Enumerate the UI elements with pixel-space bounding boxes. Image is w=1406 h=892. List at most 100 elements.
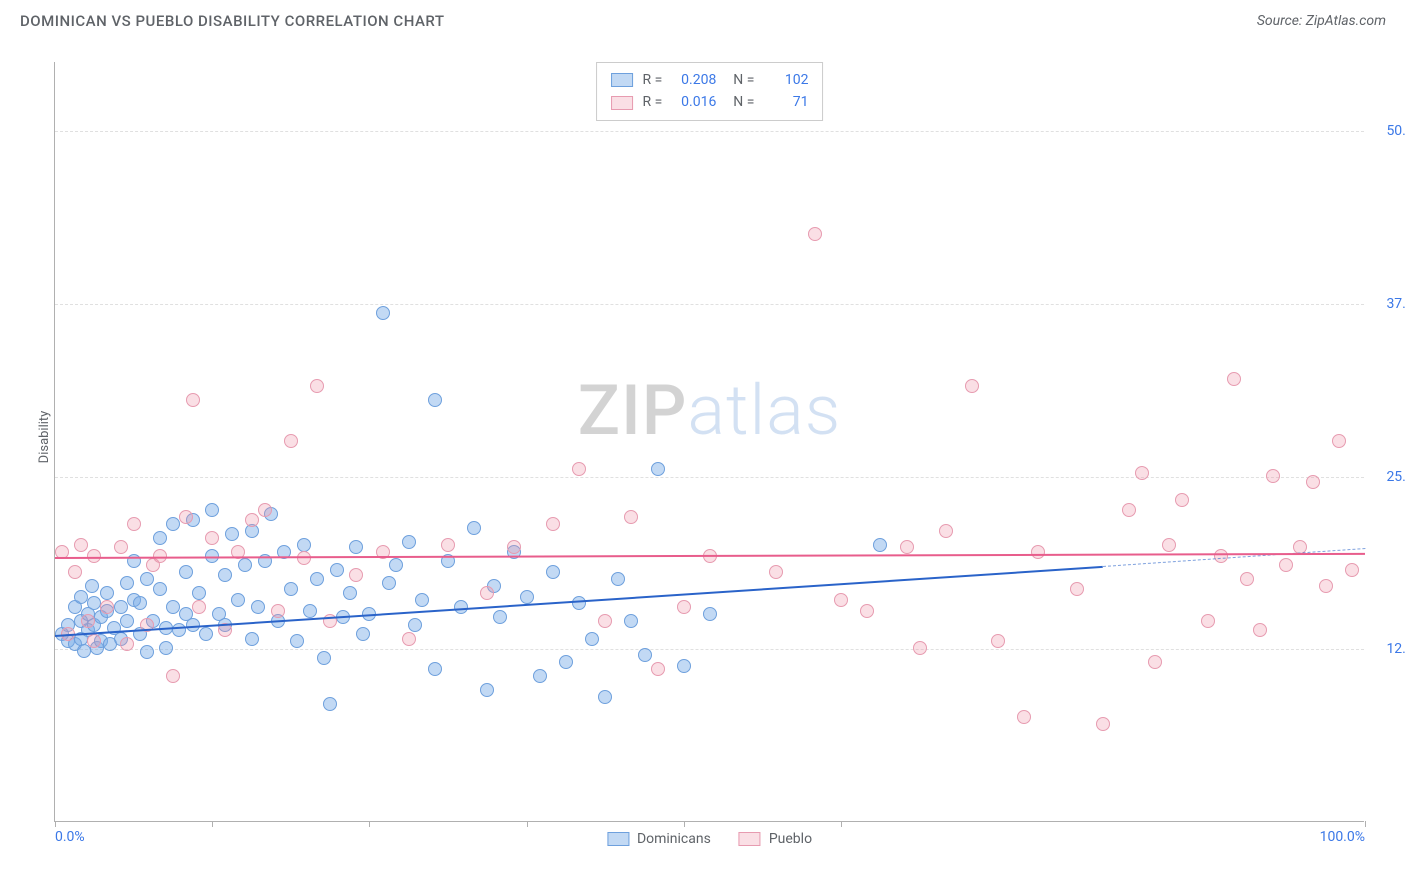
- data-point: [251, 600, 265, 614]
- data-point: [1031, 545, 1045, 559]
- y-tick-label: 37.5%: [1386, 296, 1406, 312]
- data-point: [284, 582, 298, 596]
- data-point: [389, 558, 403, 572]
- data-point: [87, 596, 101, 610]
- data-point: [120, 637, 134, 651]
- data-point: [769, 565, 783, 579]
- data-point: [624, 614, 638, 628]
- gridline: [55, 304, 1364, 305]
- data-point: [559, 655, 573, 669]
- data-point: [598, 614, 612, 628]
- x-tick: [212, 821, 213, 827]
- legend-item-pueblo: Pueblo: [739, 831, 812, 847]
- data-point: [428, 662, 442, 676]
- data-point: [297, 551, 311, 565]
- series-legend: Dominicans Pueblo: [607, 831, 812, 847]
- data-point: [127, 517, 141, 531]
- data-point: [166, 600, 180, 614]
- data-point: [441, 538, 455, 552]
- data-point: [205, 503, 219, 517]
- swatch-dominicans: [611, 73, 633, 87]
- data-point: [520, 590, 534, 604]
- data-point: [114, 540, 128, 554]
- legend-item-dominicans: Dominicans: [607, 831, 711, 847]
- data-point: [114, 600, 128, 614]
- y-tick-label: 50.0%: [1386, 123, 1406, 139]
- data-point: [349, 540, 363, 554]
- data-point: [133, 596, 147, 610]
- data-point: [677, 600, 691, 614]
- data-point: [87, 634, 101, 648]
- data-point: [179, 510, 193, 524]
- data-point: [192, 600, 206, 614]
- data-point: [1017, 710, 1031, 724]
- x-tick: [369, 821, 370, 827]
- data-point: [572, 462, 586, 476]
- data-point: [467, 521, 481, 535]
- data-point: [140, 572, 154, 586]
- data-point: [310, 572, 324, 586]
- data-point: [493, 610, 507, 624]
- watermark: ZIPatlas: [578, 370, 842, 452]
- data-point: [900, 540, 914, 554]
- plot-area: ZIPatlas R =0.208 N =102 R =0.016 N =71 …: [54, 62, 1364, 822]
- data-point: [74, 590, 88, 604]
- data-point: [68, 565, 82, 579]
- data-point: [382, 576, 396, 590]
- data-point: [1345, 563, 1359, 577]
- legend-row-pueblo: R =0.016 N =71: [611, 91, 809, 113]
- data-point: [1162, 538, 1176, 552]
- x-tick: [527, 821, 528, 827]
- data-point: [81, 614, 95, 628]
- data-point: [120, 576, 134, 590]
- data-point: [480, 683, 494, 697]
- data-point: [356, 627, 370, 641]
- data-point: [140, 645, 154, 659]
- data-point: [153, 531, 167, 545]
- data-point: [231, 593, 245, 607]
- data-point: [1201, 614, 1215, 628]
- data-point: [245, 513, 259, 527]
- data-point: [428, 393, 442, 407]
- data-point: [179, 565, 193, 579]
- data-point: [153, 582, 167, 596]
- x-tick-label: 100.0%: [1320, 829, 1365, 845]
- x-tick: [841, 821, 842, 827]
- data-point: [330, 563, 344, 577]
- data-point: [638, 648, 652, 662]
- swatch-pueblo: [611, 96, 633, 110]
- data-point: [186, 393, 200, 407]
- data-point: [258, 503, 272, 517]
- y-tick-label: 25.0%: [1386, 469, 1406, 485]
- data-point: [913, 641, 927, 655]
- data-point: [677, 659, 691, 673]
- data-point: [1279, 558, 1293, 572]
- data-point: [166, 669, 180, 683]
- data-point: [100, 600, 114, 614]
- chart-container: Disability ZIPatlas R =0.208 N =102 R =0…: [48, 42, 1388, 832]
- data-point: [225, 527, 239, 541]
- data-point: [218, 568, 232, 582]
- data-point: [284, 434, 298, 448]
- data-point: [533, 669, 547, 683]
- data-point: [480, 586, 494, 600]
- gridline: [55, 649, 1364, 650]
- data-point: [1214, 549, 1228, 563]
- data-point: [100, 586, 114, 600]
- data-point: [611, 572, 625, 586]
- data-point: [85, 579, 99, 593]
- data-point: [87, 549, 101, 563]
- data-point: [205, 531, 219, 545]
- data-point: [402, 535, 416, 549]
- x-tick: [1365, 821, 1366, 827]
- data-point: [454, 600, 468, 614]
- data-point: [1266, 469, 1280, 483]
- data-point: [1070, 582, 1084, 596]
- data-point: [1227, 372, 1241, 386]
- chart-title: DOMINICAN VS PUEBLO DISABILITY CORRELATI…: [20, 12, 445, 30]
- data-point: [166, 517, 180, 531]
- data-point: [1253, 623, 1267, 637]
- x-tick-label: 0.0%: [55, 829, 85, 845]
- gridline: [55, 477, 1364, 478]
- data-point: [297, 538, 311, 552]
